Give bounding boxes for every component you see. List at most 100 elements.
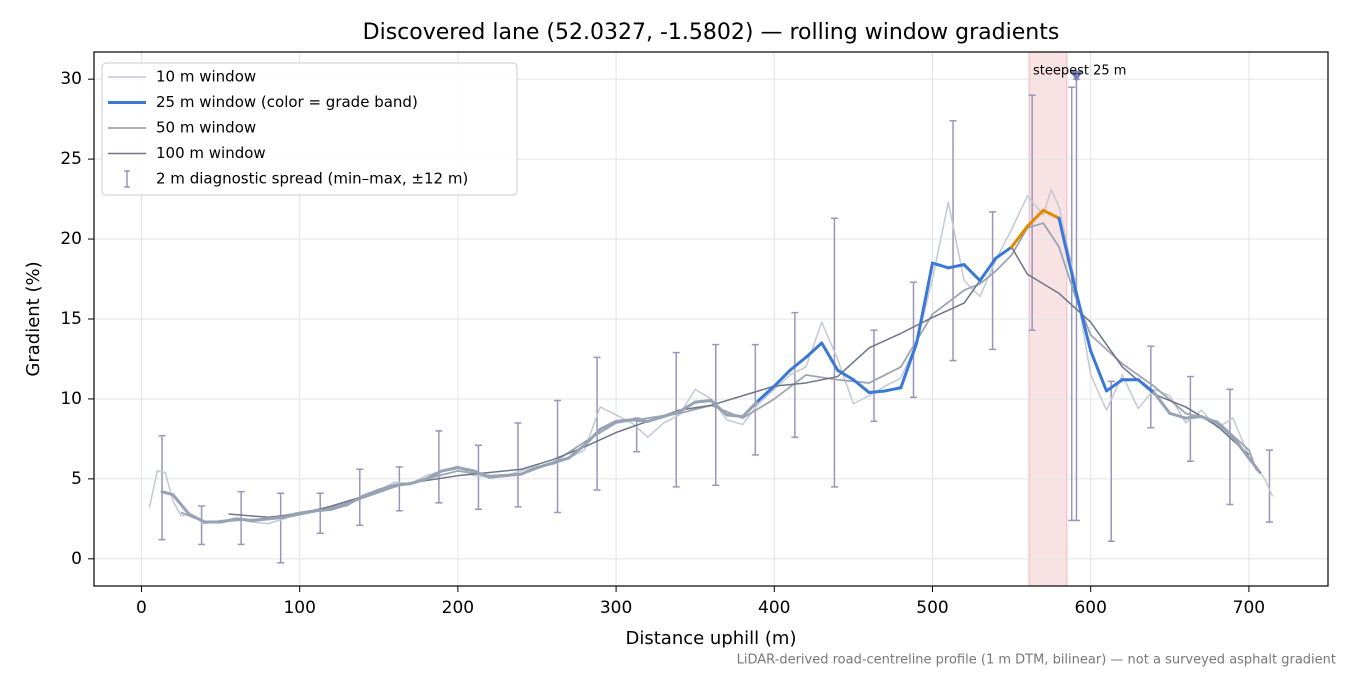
legend-label: 25 m window (color = grade band) xyxy=(156,93,418,111)
legend-label: 2 m diagnostic spread (min–max, ±12 m) xyxy=(156,170,468,188)
error-bar xyxy=(910,281,918,399)
line-segment xyxy=(551,456,571,465)
error-bar xyxy=(1107,380,1115,542)
line-segment xyxy=(820,341,840,372)
line-segment xyxy=(1184,415,1203,420)
line-segment xyxy=(883,386,903,393)
line-segment xyxy=(1073,285,1093,353)
line-segment xyxy=(187,512,207,524)
line-segment xyxy=(1105,378,1124,393)
line-segment xyxy=(160,490,175,497)
error-bar xyxy=(593,356,601,491)
line-segment xyxy=(915,261,934,345)
error-bar xyxy=(435,430,443,504)
line-segment xyxy=(709,399,729,417)
legend-label: 50 m window xyxy=(156,119,256,137)
y-tick-label: 15 xyxy=(60,309,82,329)
line-segment xyxy=(234,517,254,522)
error-bar xyxy=(514,422,522,508)
line-segment xyxy=(408,477,428,486)
plot-frame xyxy=(93,51,1329,587)
error-bar xyxy=(395,466,403,512)
legend-label: 10 m window xyxy=(156,68,256,86)
line-segment xyxy=(725,413,745,419)
line-segment xyxy=(962,263,982,283)
legend-label: 100 m window xyxy=(156,144,266,162)
line-segment xyxy=(946,263,966,270)
line-segment xyxy=(867,389,887,395)
line-segment xyxy=(1025,208,1045,228)
x-tick-label: 500 xyxy=(916,598,948,618)
y-axis-label: Gradient (%) xyxy=(23,261,44,376)
line-segment xyxy=(266,515,286,521)
error-bar xyxy=(672,351,680,488)
x-tick-label: 0 xyxy=(136,598,147,618)
y-tick-label: 0 xyxy=(71,549,82,569)
y-tick-label: 20 xyxy=(60,229,82,249)
y-tick-label: 30 xyxy=(60,69,82,89)
line-segment xyxy=(503,472,523,478)
error-bar xyxy=(554,399,562,514)
error-bar xyxy=(1265,449,1273,523)
line-segment xyxy=(788,355,808,372)
error-bar xyxy=(277,492,285,564)
error-bar xyxy=(791,311,799,439)
x-tick-label: 700 xyxy=(1233,598,1265,618)
line-segment xyxy=(377,483,397,492)
line-segment xyxy=(741,399,760,419)
line-segment xyxy=(1168,411,1188,420)
line-segment xyxy=(329,502,349,511)
line-segment xyxy=(250,517,270,522)
line-segment xyxy=(1231,435,1251,460)
error-bar xyxy=(1226,388,1234,506)
line-segment xyxy=(361,488,381,498)
line-segment xyxy=(1199,415,1219,425)
line-segment xyxy=(1041,208,1061,220)
line-segment xyxy=(282,512,302,519)
line-segment xyxy=(614,418,634,423)
line-segment xyxy=(582,427,602,447)
chart-title: Discovered lane (52.0327, -1.5802) — rol… xyxy=(363,20,1060,45)
error-bar xyxy=(949,119,957,362)
x-tick-label: 600 xyxy=(1074,598,1106,618)
line-segment xyxy=(519,466,539,476)
line-segment xyxy=(1089,349,1109,393)
error-bar xyxy=(712,343,720,487)
error-bar xyxy=(989,211,997,351)
line-segment xyxy=(488,474,507,479)
line-segment xyxy=(836,368,855,382)
x-tick-label: 400 xyxy=(758,598,790,618)
error-bar xyxy=(1068,86,1076,522)
y-tick-label: 25 xyxy=(60,149,82,169)
line-segment xyxy=(1247,456,1262,474)
line-segment xyxy=(393,482,412,487)
legend: 10 m window 25 m window (color = grade ba… xyxy=(101,62,518,196)
line-segment xyxy=(978,256,998,283)
error-bar xyxy=(1147,345,1155,429)
line-segment xyxy=(456,466,476,473)
line-segment xyxy=(1215,421,1235,439)
line-segment xyxy=(472,469,492,479)
line-segment xyxy=(440,466,460,473)
line-segment xyxy=(345,494,365,506)
error-bar xyxy=(633,417,641,453)
x-tick-label: 200 xyxy=(442,598,474,618)
line-segment xyxy=(567,443,586,460)
annotation: steepest 25 m xyxy=(1033,64,1126,79)
line-segment xyxy=(851,378,871,395)
x-axis-label: Distance uphill (m) xyxy=(626,628,797,649)
line-segment xyxy=(693,399,713,404)
line-segment xyxy=(298,509,317,516)
line-segment xyxy=(662,410,681,419)
y-tick-label: 10 xyxy=(60,389,82,409)
y-tick-label: 5 xyxy=(71,469,82,489)
x-tick-label: 100 xyxy=(283,598,315,618)
line-segment xyxy=(677,400,697,414)
error-bar xyxy=(474,444,482,511)
error-bar xyxy=(751,343,759,456)
line xyxy=(228,246,1250,519)
line-segment xyxy=(171,493,191,516)
line-segment xyxy=(630,418,650,423)
line xyxy=(148,188,1274,525)
